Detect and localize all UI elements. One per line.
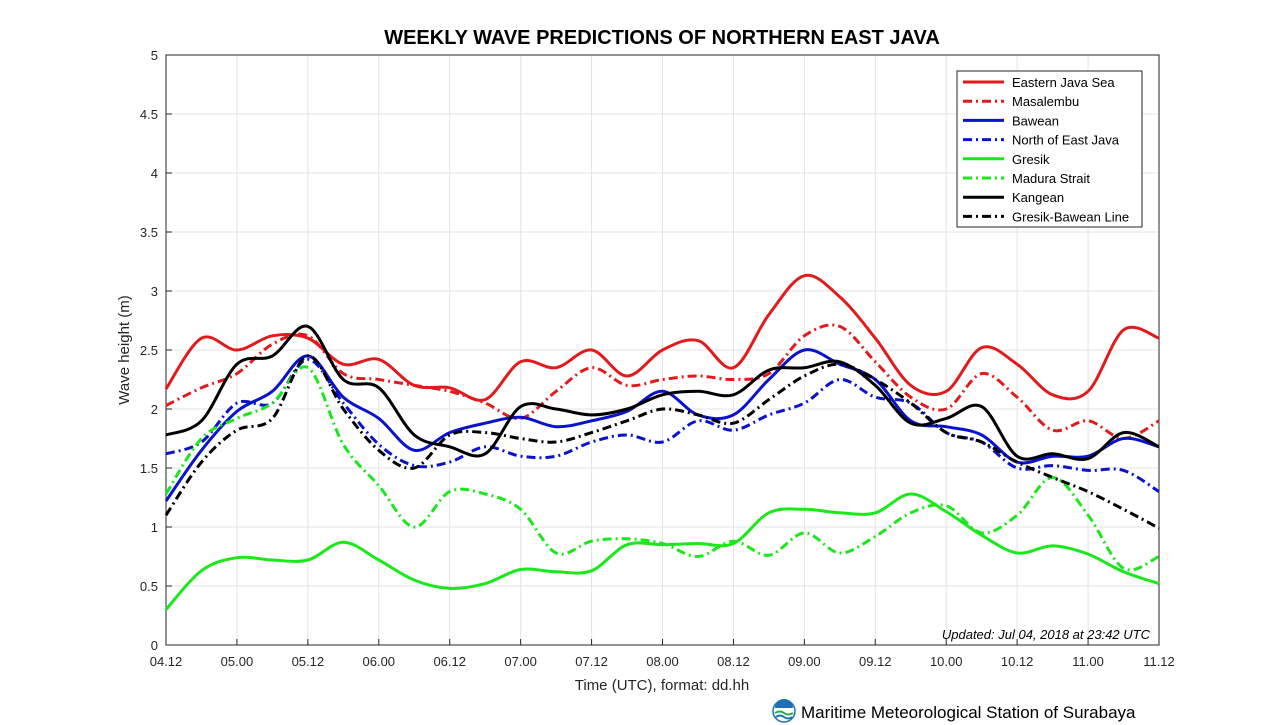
series-line-6 <box>165 324 1160 461</box>
series-line-7 <box>164 354 1160 530</box>
legend-label: Madura Strait <box>1012 171 1090 186</box>
series-line-0 <box>164 273 1160 402</box>
y-tick-label: 4 <box>151 166 158 181</box>
y-tick-label: 1 <box>151 520 158 535</box>
legend-box <box>956 70 1143 228</box>
footer: Maritime Meteorological Station of Surab… <box>772 699 1136 723</box>
y-tick-label: 0 <box>151 638 158 653</box>
x-tick-label: 10.12 <box>1001 654 1034 669</box>
legend-label: Masalembu <box>1012 94 1079 109</box>
legend-label: Gresik-Bawean Line <box>1012 209 1129 224</box>
x-tick-label: 05.12 <box>292 654 325 669</box>
y-tick-label: 3.5 <box>140 225 158 240</box>
x-tick-label: 09.00 <box>788 654 821 669</box>
updated-annotation: Updated: Jul 04, 2018 at 23:42 UTC <box>942 627 1151 642</box>
x-axis-ticks: 04.12 05.00 05.12 06.00 06.12 07.00 07.12 08.00… <box>150 639 1175 669</box>
y-tick-label: 5 <box>151 48 158 63</box>
legend-label: North of East Java <box>1012 133 1120 148</box>
chart-title: WEEKLY WAVE PREDICTIONS OF NORTHERN EAST… <box>384 27 940 49</box>
y-tick-label: 3 <box>151 284 158 299</box>
x-tick-label: 09.12 <box>859 654 892 669</box>
legend-label: Bawean <box>1012 113 1059 128</box>
x-tick-label: 11.00 <box>1072 654 1104 669</box>
series-line-3 <box>165 357 1160 493</box>
x-tick-label: 07.00 <box>504 654 537 669</box>
y-tick-label: 0.5 <box>140 579 158 594</box>
bmkg-logo-icon <box>772 699 796 723</box>
series-line-5 <box>164 365 1160 572</box>
series-lines <box>164 273 1160 611</box>
y-axis-ticks: 0 0.5 1 1.5 2 2.5 3 3.5 4 4.5 5 <box>140 48 172 653</box>
x-tick-label: 11.12 <box>1143 654 1175 669</box>
x-tick-label: 06.12 <box>433 654 466 669</box>
x-tick-label: 10.00 <box>930 654 963 669</box>
y-tick-label: 4.5 <box>140 107 158 122</box>
y-axis-label: Wave height (m) <box>116 295 133 404</box>
footer-text: Maritime Meteorological Station of Surab… <box>801 703 1136 722</box>
x-axis-label: Time (UTC), format: dd.hh <box>575 677 749 694</box>
legend-label: Gresik <box>1012 152 1050 167</box>
y-tick-label: 2.5 <box>140 343 158 358</box>
legend-label: Kangean <box>1012 190 1064 205</box>
series-line-2 <box>164 348 1160 502</box>
x-tick-label: 08.12 <box>717 654 750 669</box>
legend: Eastern Java Sea Masalembu Bawean North of … <box>956 70 1143 228</box>
x-tick-label: 06.00 <box>363 654 396 669</box>
x-tick-label: 08.00 <box>646 654 679 669</box>
y-tick-label: 2 <box>151 402 158 417</box>
x-tick-label: 07.12 <box>575 654 608 669</box>
y-tick-label: 1.5 <box>140 461 158 476</box>
x-tick-label: 05.00 <box>221 654 254 669</box>
x-tick-label: 04.12 <box>150 654 183 669</box>
legend-label: Eastern Java Sea <box>1012 75 1115 90</box>
